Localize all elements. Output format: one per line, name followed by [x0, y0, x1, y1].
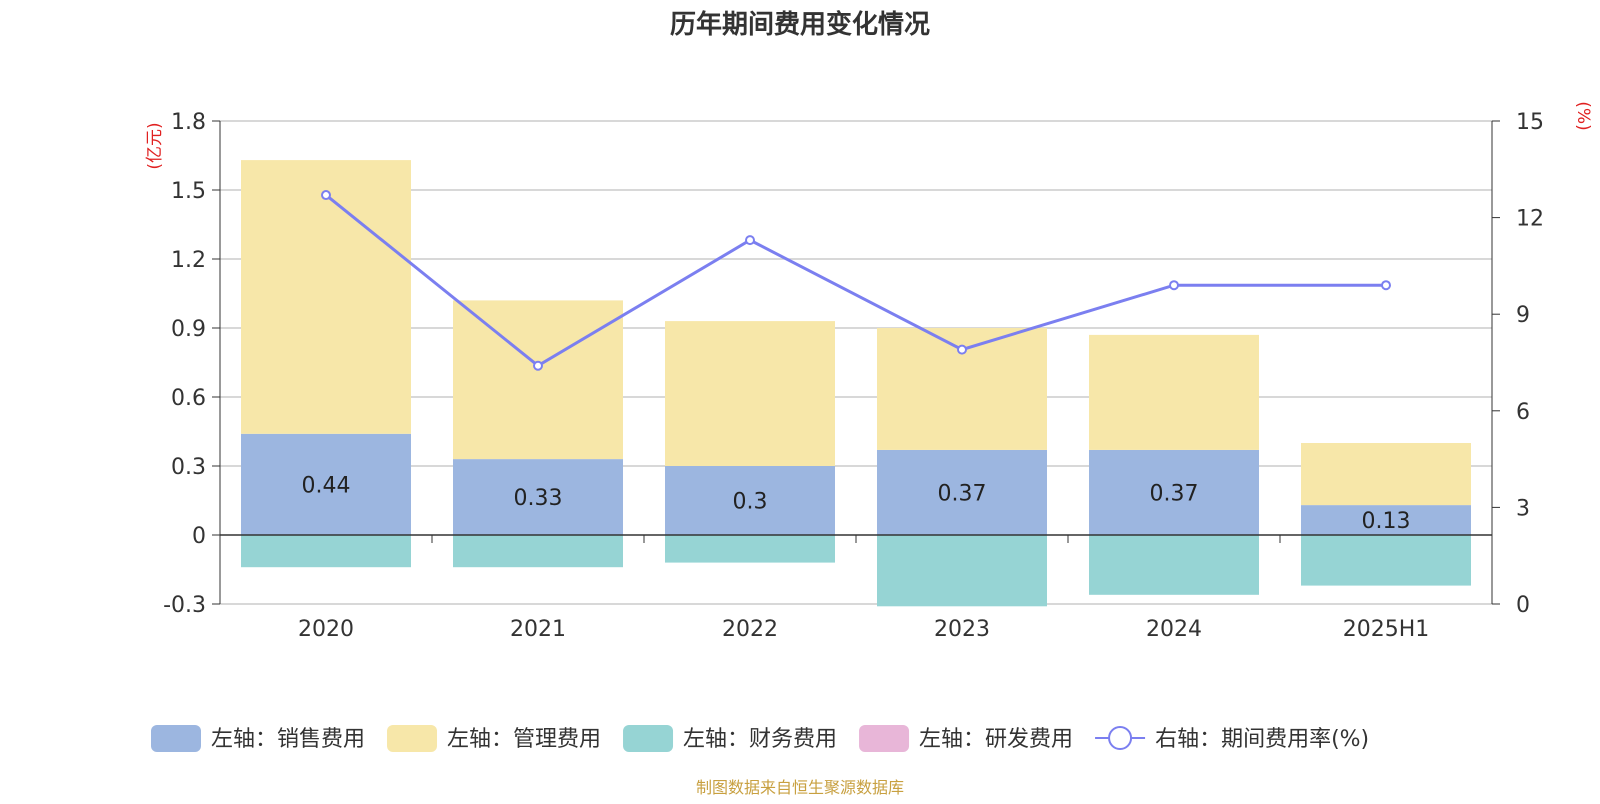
- data-label: 0.37: [938, 481, 987, 506]
- bar-segment: [1089, 535, 1259, 595]
- right-tick-label: 12: [1516, 207, 1544, 232]
- rate-point: [1169, 280, 1179, 291]
- rate-point: [1381, 280, 1391, 291]
- legend-label: 左轴：研发费用: [919, 727, 1073, 752]
- bar-segment: [877, 535, 1047, 607]
- legend-label: 左轴：管理费用: [447, 727, 601, 752]
- data-label: 0.13: [1362, 509, 1411, 534]
- bar-segment: [877, 449, 1047, 535]
- category-label: 2023: [934, 617, 990, 642]
- left-tick-label: 0.9: [171, 317, 206, 342]
- source-note: 制图数据来自恒生聚源数据库: [696, 778, 904, 797]
- label-layer: 0.44 0.33 0.3 0.37 0.37 0.13: [302, 473, 1411, 534]
- legend-swatch: [623, 725, 674, 752]
- legend-label: 左轴：销售费用: [211, 727, 365, 752]
- bar-segment: [665, 535, 835, 563]
- axis-layer: -0.3 0 0.3 0.6 0.9 1.2 1.5 1.8 0 3 6 9 12 15 (亿元) (%) 20…: [145, 101, 1593, 642]
- rate-point: [533, 360, 543, 371]
- rate-line: [325, 193, 1386, 368]
- chart-title: 历年期间费用变化情况: [670, 9, 930, 40]
- right-unit-label: (%): [1573, 101, 1593, 130]
- bar-segment: [1301, 505, 1471, 535]
- bar-segment: [1089, 449, 1259, 535]
- category-label: 2025H1: [1343, 617, 1430, 642]
- left-tick-label: 1.5: [171, 179, 206, 204]
- category-label: 2021: [510, 617, 566, 642]
- bar-segment: [453, 459, 623, 535]
- data-label: 0.33: [514, 486, 563, 511]
- bar-segment: [1301, 535, 1471, 586]
- data-label: 0.3: [733, 490, 768, 515]
- left-tick-label: 0.3: [171, 455, 206, 480]
- data-label: 0.37: [1150, 481, 1199, 506]
- left-tick-label: -0.3: [163, 593, 206, 618]
- bar-segment: [241, 160, 411, 434]
- legend-label: 右轴：期间费用率(%): [1155, 727, 1369, 752]
- left-unit-label: (亿元): [145, 122, 165, 169]
- bar-segment: [665, 321, 835, 466]
- legend: 左轴：销售费用 左轴：管理费用 左轴：财务费用 左轴：研发费用 右轴：期间费用率(%): [151, 725, 1369, 752]
- left-tick-label: 1.2: [171, 248, 206, 273]
- data-label: 0.44: [302, 473, 351, 498]
- bar-segment: [1089, 334, 1259, 450]
- category-label: 2024: [1146, 617, 1202, 642]
- category-label: 2020: [298, 617, 354, 642]
- rate-point: [321, 190, 331, 201]
- bar-segment: [453, 535, 623, 568]
- left-tick-label: 0.6: [171, 386, 206, 411]
- rate-point: [957, 344, 967, 355]
- rate-point: [745, 235, 755, 246]
- left-tick-label: 1.8: [171, 110, 206, 135]
- legend-swatch: [859, 725, 910, 752]
- bar-segment: [1301, 443, 1471, 506]
- bar-segment: [241, 433, 411, 535]
- right-tick-label: 15: [1516, 110, 1544, 135]
- right-tick-label: 0: [1516, 593, 1530, 618]
- legend-swatch: [387, 725, 438, 752]
- left-tick-label: 0: [192, 524, 206, 549]
- right-tick-label: 9: [1516, 303, 1530, 328]
- legend-marker-icon: [1108, 726, 1133, 750]
- legend-label: 左轴：财务费用: [683, 727, 837, 752]
- bar-segment: [453, 300, 623, 460]
- line-layer: [321, 190, 1391, 371]
- bar-layer: [241, 160, 1471, 607]
- right-tick-label: 6: [1516, 400, 1530, 425]
- legend-swatch: [151, 725, 201, 752]
- bar-segment: [241, 535, 411, 568]
- category-label: 2022: [722, 617, 778, 642]
- grid-layer: [220, 120, 1492, 605]
- bar-segment: [665, 466, 835, 535]
- right-tick-label: 3: [1516, 496, 1530, 521]
